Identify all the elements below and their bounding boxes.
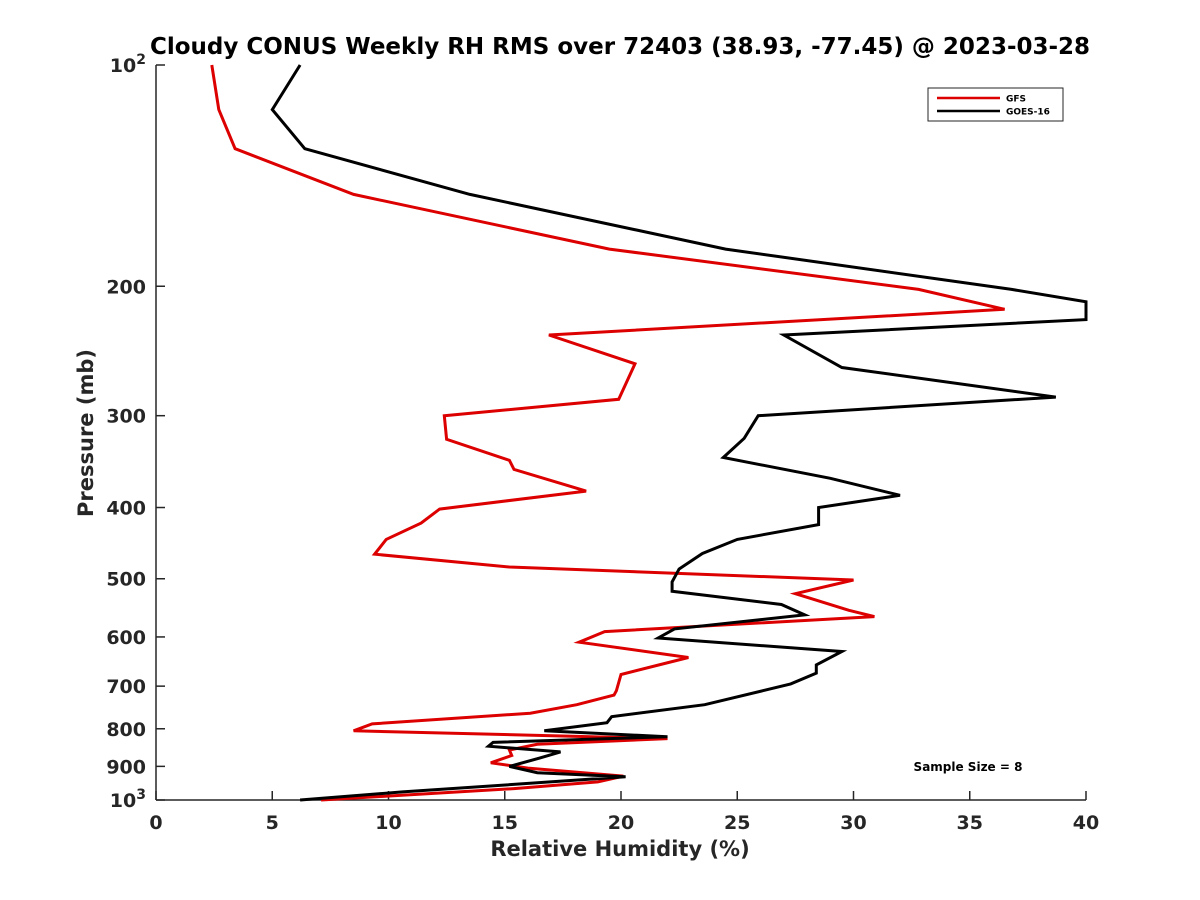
- x-tick-label: 0: [149, 812, 162, 834]
- y-tick-label: 300: [106, 406, 146, 428]
- y-tick-label: 200: [106, 276, 146, 298]
- sample-size-annotation: Sample Size = 8: [914, 760, 1023, 774]
- y-tick-label: 900: [106, 756, 146, 778]
- y-tick-label: 800: [106, 719, 146, 741]
- plot-area: 0 5 10 15 20 25 30 35 40 102 200 300 400 500 600 700 800…: [106, 52, 1099, 834]
- x-tick-label: 5: [266, 812, 279, 834]
- legend-label-gfs: GFS: [1006, 95, 1026, 105]
- y-tick-label: 500: [106, 569, 146, 591]
- x-tick-label: 20: [608, 812, 634, 834]
- y-tick-label: 400: [106, 498, 146, 520]
- chart-title: Cloudy CONUS Weekly RH RMS over 72403 (3…: [150, 34, 1090, 60]
- x-tick-label: 35: [957, 812, 983, 834]
- legend: GFS GOES-16: [927, 87, 1064, 122]
- x-tick-label: 25: [724, 812, 750, 834]
- y-tick-label: 600: [106, 627, 146, 649]
- y-tick-label: 700: [106, 676, 146, 698]
- series-line-goes-16: [270, 64, 1088, 802]
- x-axis-label: Relative Humidity (%): [490, 837, 749, 861]
- legend-box: [927, 87, 1064, 122]
- y-tick-label: 102: [110, 52, 146, 77]
- x-tick-label: 10: [375, 812, 401, 834]
- x-tick-label: 15: [492, 812, 518, 834]
- legend-label-goes-16: GOES-16: [1006, 108, 1050, 118]
- x-tick-label: 30: [840, 812, 866, 834]
- x-tick-label: 40: [1073, 812, 1099, 834]
- y-tick-label: 103: [110, 787, 146, 812]
- y-axis-label: Pressure (mb): [74, 349, 98, 517]
